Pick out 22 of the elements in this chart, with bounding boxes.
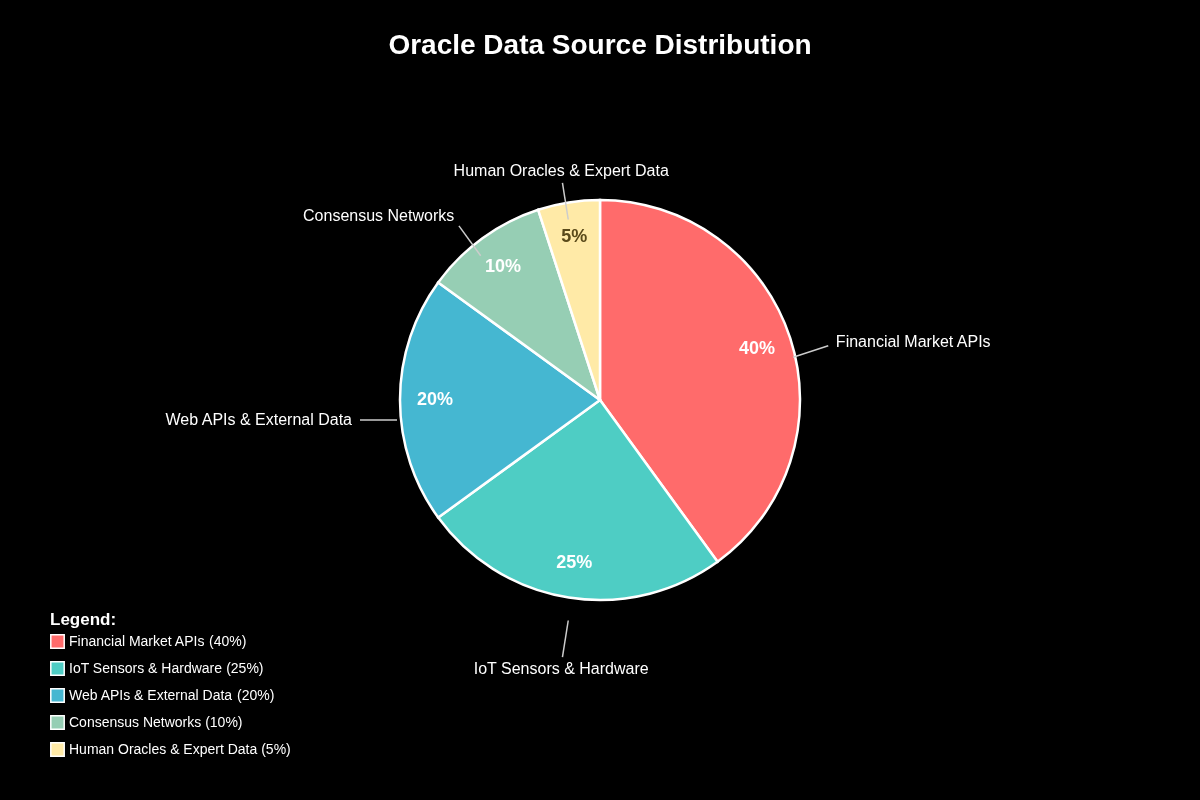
data-label: 5% — [561, 226, 588, 247]
data-label: 20% — [416, 389, 454, 409]
legend-label: Web APIs & External Data — [69, 686, 233, 703]
data-label: 10% — [485, 255, 522, 276]
legend-label: Human Oracles & Expert Data — [69, 740, 258, 757]
data-label: 40% — [738, 338, 775, 359]
data-label: 25% — [556, 551, 593, 572]
legend-label: IoT Sensors & Hardware — [69, 659, 223, 676]
slice-label: IoT Sensors & Hardware — [473, 659, 649, 677]
slice-label: Human Oracles & Expert Data — [453, 162, 669, 180]
legend-label: Financial Market APIs — [69, 632, 205, 649]
text: (40%) — [209, 633, 247, 649]
text: (25%) — [226, 660, 264, 676]
slice-label: Consensus Networks — [303, 207, 455, 225]
chart-title: Oracle Data Source Distribution — [388, 29, 812, 60]
slice-label: Financial Market APIs — [835, 333, 991, 351]
slice-label: Web APIs & External Data — [165, 411, 353, 428]
legend-label: Consensus Networks — [69, 713, 202, 730]
legend-title: Legend: — [50, 610, 117, 629]
text: (5%) — [261, 741, 291, 757]
text: (10%) — [205, 714, 243, 730]
text: (20%) — [237, 687, 275, 703]
